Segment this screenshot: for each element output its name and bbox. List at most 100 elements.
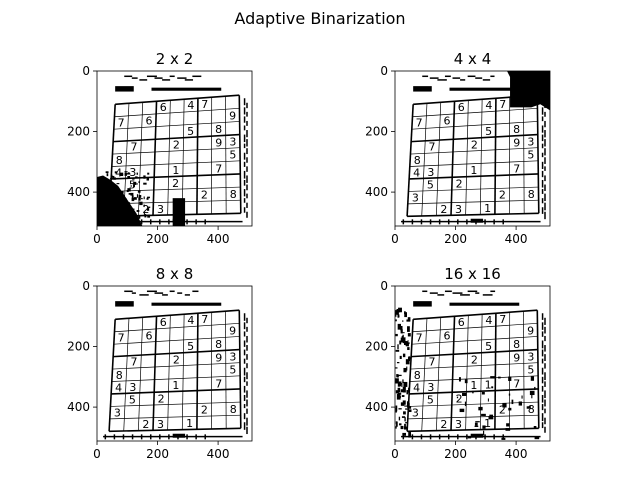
- noise-speck: [530, 376, 535, 381]
- bottom-mark: [484, 219, 486, 225]
- noise-speck: [143, 196, 145, 200]
- noise-speck: [397, 392, 402, 395]
- noise-speck: [143, 211, 145, 215]
- noise-speck: [111, 186, 114, 188]
- sudoku-digit: 6: [145, 115, 152, 128]
- side-text-mark: [243, 385, 246, 393]
- sudoku-digit: 3: [455, 203, 462, 216]
- side-text-mark: [243, 170, 246, 179]
- sudoku-digit: 2: [201, 404, 208, 417]
- header-text-mark: [177, 292, 183, 294]
- noise-speck: [111, 199, 115, 203]
- sudoku-digit: 5: [485, 125, 492, 138]
- grid-line: [110, 186, 241, 192]
- grid-line: [181, 314, 185, 430]
- side-text-mark: [246, 120, 248, 126]
- grid-line: [238, 310, 242, 429]
- side-text-mark: [246, 426, 248, 435]
- panel-title: 8 x 8: [156, 265, 194, 283]
- noise-speck: [135, 176, 138, 179]
- header-text-mark: [429, 77, 439, 79]
- side-text-mark: [246, 317, 248, 324]
- sudoku-digit: 8: [414, 369, 421, 382]
- side-text-mark: [541, 413, 544, 422]
- grid-line: [411, 348, 538, 358]
- noise-speck: [106, 173, 109, 177]
- noise-speck: [127, 172, 130, 175]
- noise-speck: [459, 408, 465, 413]
- grid-line: [412, 107, 538, 118]
- side-text-mark: [246, 417, 248, 426]
- side-text-mark: [544, 326, 546, 334]
- side-text-mark: [544, 399, 546, 407]
- bottom-mark: [466, 219, 468, 225]
- sudoku-digit: 7: [130, 141, 137, 154]
- noise-speck: [127, 188, 131, 192]
- noise-speck: [116, 183, 120, 185]
- side-text-mark: [541, 170, 544, 178]
- noise-speck: [107, 209, 111, 212]
- bottom-mark: [411, 434, 414, 440]
- y-tick-label: 0: [380, 64, 388, 78]
- side-text-mark: [544, 317, 546, 325]
- noise-speck: [518, 401, 523, 406]
- noise-speck: [128, 209, 130, 212]
- noise-speck: [138, 194, 142, 198]
- sudoku-digit: 8: [230, 188, 237, 201]
- header-text-mark: [437, 79, 447, 81]
- noise-speck: [118, 194, 120, 196]
- noise-speck: [397, 387, 401, 393]
- side-text-mark: [243, 198, 246, 203]
- side-text-mark: [246, 139, 248, 147]
- grid-line: [113, 133, 240, 143]
- sudoku-digit: 3: [412, 406, 419, 419]
- sudoku-digit: 5: [187, 125, 194, 138]
- side-text-mark: [243, 394, 246, 401]
- noise-speck: [110, 200, 113, 203]
- sudoku-logo-block: [115, 86, 134, 92]
- noise-speck: [482, 425, 486, 429]
- header-text-mark: [192, 290, 199, 293]
- bottom-mark: [186, 434, 188, 440]
- noise-speck: [406, 366, 408, 371]
- sudoku-digit: 1: [172, 164, 179, 177]
- header-text-mark: [437, 294, 445, 296]
- noise-speck: [478, 406, 483, 411]
- noise-speck: [131, 195, 134, 198]
- side-text-mark: [541, 367, 544, 375]
- grid-line: [181, 99, 185, 215]
- sudoku-digit: 6: [443, 115, 450, 128]
- noise-speck: [131, 220, 134, 224]
- grid-line: [479, 314, 483, 430]
- grid-line: [411, 336, 538, 345]
- noise-speck: [123, 216, 127, 219]
- sudoku-digit: 3: [427, 166, 434, 179]
- noise-speck: [131, 197, 135, 202]
- side-text-mark: [243, 313, 246, 321]
- noise-speck: [112, 196, 114, 200]
- noise-speck: [120, 199, 123, 201]
- noise-speck: [146, 208, 150, 211]
- grid-line: [225, 96, 227, 214]
- grid-line: [407, 427, 539, 433]
- side-text-mark: [541, 331, 544, 337]
- grid-line: [167, 100, 171, 215]
- sudoku-digit: 2: [471, 138, 478, 151]
- noise-speck: [474, 425, 479, 427]
- panel-3: 6 4 77 6 95 87 2 9 38 54 3 1 75 23 2 82 3 18 x 80 200 40002…: [67, 265, 253, 461]
- noise-speck: [407, 342, 410, 345]
- noise-speck: [136, 194, 139, 198]
- noise-speck: [395, 378, 399, 384]
- sudoku-digit: 2: [158, 392, 165, 405]
- noise-speck: [458, 377, 461, 382]
- noise-speck: [131, 222, 134, 225]
- grid-line: [111, 375, 241, 382]
- noise-speck: [398, 416, 401, 421]
- sudoku-digit: 3: [129, 166, 136, 179]
- sudoku-digit: 8: [513, 123, 520, 136]
- grid-line: [436, 102, 442, 216]
- noise-speck: [483, 430, 485, 436]
- side-text-mark: [541, 152, 544, 158]
- noise-speck: [137, 190, 141, 193]
- side-text-mark: [544, 193, 546, 202]
